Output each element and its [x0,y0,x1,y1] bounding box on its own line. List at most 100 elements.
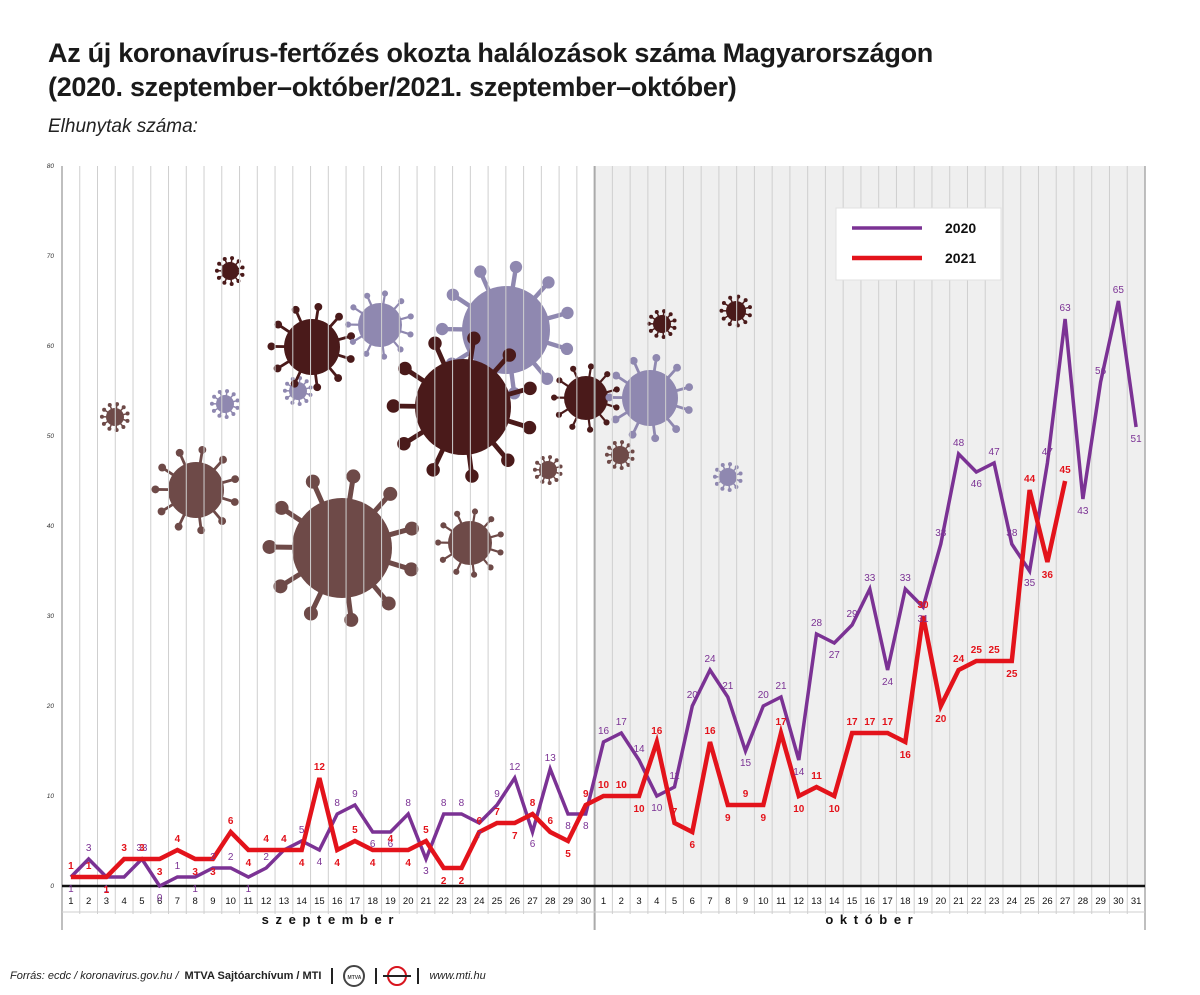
data-label-2021: 20 [935,714,947,725]
y-tick-label: 50 [47,433,55,440]
x-tick-label: 17 [882,896,893,907]
data-label-2020: 17 [616,717,628,728]
data-label-2020: 48 [953,438,965,449]
data-label-2020: 56 [1095,366,1107,377]
x-tick-label: 17 [350,896,361,907]
data-label-2021: 24 [953,654,965,665]
data-label-2020: 1 [175,861,181,872]
y-tick-label: 80 [47,163,55,170]
data-label-2020: 9 [494,789,500,800]
data-label-2021: 17 [775,717,787,728]
data-label-2021: 4 [263,834,269,845]
x-tick-label: 12 [261,896,272,907]
x-tick-label: 16 [865,896,876,907]
x-tick-label: 6 [690,896,695,907]
data-label-2021: 8 [530,798,536,809]
x-tick-label: 11 [243,896,253,907]
footer: Forrás: ecdc / koronavirus.gov.hu / MTVA… [10,965,486,987]
data-label-2020: 4 [281,834,287,845]
data-label-2021: 7 [494,807,500,818]
title-line-1: Az új koronavírus-fertőzés okozta halálo… [48,38,933,68]
virus-icon [532,455,563,485]
month-label: o k t ó b e r [825,912,914,927]
x-tick-label: 24 [474,896,485,907]
virus-icon [209,389,240,419]
separator [375,968,378,984]
virus-icon [262,469,419,627]
website-link[interactable]: www.mti.hu [429,970,486,982]
x-tick-label: 18 [367,896,378,907]
data-label-2021: 10 [633,804,645,815]
virus-icon [99,402,130,432]
data-label-2021: 5 [352,825,358,836]
data-label-2020: 65 [1113,285,1125,296]
data-label-2021: 25 [971,645,983,656]
x-tick-label: 11 [776,896,786,907]
data-label-2021: 9 [725,813,731,824]
data-label-2021: 6 [689,840,695,851]
x-tick-label: 3 [104,896,109,907]
data-label-2020: 2 [228,852,234,863]
x-tick-label: 23 [456,896,467,907]
data-label-2021: 4 [281,834,287,845]
source-text: Forrás: ecdc / koronavirus.gov.hu / [10,970,179,982]
chart-title: Az új koronavírus-fertőzés okozta halálo… [48,36,933,104]
x-tick-label: 20 [936,896,947,907]
data-label-2020: 9 [352,789,358,800]
data-label-2020: 31 [918,614,930,625]
x-tick-label: 29 [1095,896,1106,907]
x-tick-label: 28 [545,896,556,907]
x-tick-label: 12 [794,896,805,907]
virus-icon [719,294,752,328]
x-tick-label: 31 [1131,896,1142,907]
data-label-2020: 21 [775,681,787,692]
data-label-2021: 45 [1060,465,1072,476]
data-label-2021: 16 [651,726,663,737]
data-label-2021: 7 [672,807,678,818]
data-label-2021: 1 [86,861,92,872]
data-label-2020: 47 [989,447,1001,458]
x-tick-label: 8 [725,896,730,907]
data-label-2020: 10 [651,803,663,814]
data-label-2020: 6 [530,839,536,850]
data-label-2021: 11 [811,771,822,782]
data-label-2021: 17 [846,717,858,728]
data-label-2021: 9 [583,789,589,800]
data-label-2020: 27 [829,650,841,661]
data-label-2020: 63 [1060,303,1072,314]
data-label-2020: 24 [704,654,716,665]
virus-icon [282,376,313,406]
data-label-2021: 1 [104,885,110,896]
y-tick-label: 40 [47,523,55,530]
data-label-2021: 44 [1024,474,1036,485]
virus-icon [712,462,743,492]
data-label-2021: 1 [68,861,74,872]
data-label-2021: 7 [512,831,518,842]
x-tick-label: 3 [636,896,641,907]
data-label-2021: 9 [743,789,749,800]
x-tick-label: 16 [332,896,343,907]
data-label-2021: 25 [989,645,1001,656]
data-label-2021: 5 [423,825,429,836]
data-label-2021: 3 [121,843,127,854]
x-tick-label: 21 [421,896,432,907]
virus-icon [605,353,694,443]
data-label-2021: 4 [405,858,411,869]
y-tick-label: 0 [50,883,54,890]
data-label-2021: 9 [761,813,767,824]
y-tick-label: 30 [47,613,55,620]
x-tick-label: 28 [1078,896,1089,907]
data-label-2020: 8 [334,798,340,809]
data-label-2020: 33 [864,573,876,584]
data-label-2020: 8 [459,798,465,809]
x-tick-label: 23 [989,896,1000,907]
x-tick-label: 26 [509,896,520,907]
data-label-2020: 43 [1077,506,1089,517]
data-label-2021: 10 [793,804,805,815]
legend-label-2021: 2021 [945,250,976,266]
data-label-2021: 3 [192,867,198,878]
data-label-2020: 8 [405,798,411,809]
data-label-2020: 46 [971,479,983,490]
x-tick-label: 14 [296,896,307,907]
y-tick-label: 60 [47,343,55,350]
